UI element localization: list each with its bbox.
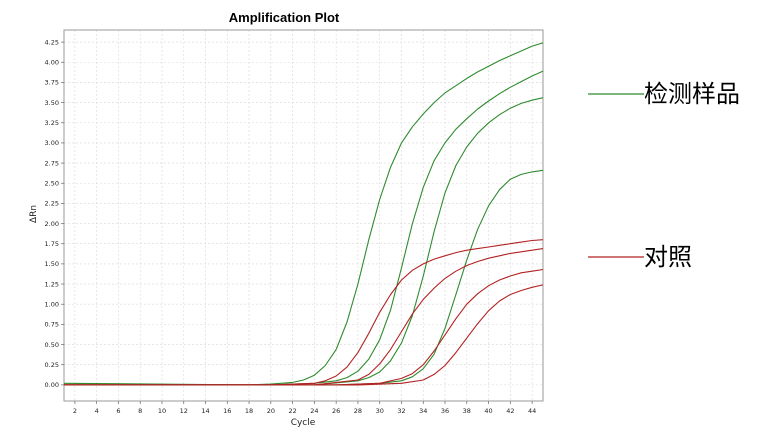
y-tick-label: 0.50 (45, 341, 59, 349)
y-tick-label: 0.75 (45, 321, 59, 329)
y-axis-ticks: 0.00 0.25 0.50 0.75 1.00 1.25 1.50 1.75 2.00 2.25… (45, 38, 64, 389)
x-axis-label: Cycle (291, 418, 316, 428)
x-tick-label: 28 (354, 407, 362, 415)
series-line-3 (64, 97, 544, 386)
x-tick-label: 26 (332, 407, 340, 415)
y-tick-label: 3.75 (45, 79, 59, 87)
x-tick-label: 38 (463, 407, 471, 415)
x-tick-label: 6 (116, 407, 120, 415)
x-tick-label: 42 (506, 407, 514, 415)
series-line-2 (64, 70, 544, 386)
x-tick-label: 32 (397, 407, 405, 415)
series-line-5 (64, 239, 544, 386)
y-tick-label: 4.25 (45, 38, 59, 46)
series-line-6 (64, 248, 544, 386)
x-tick-label: 24 (310, 407, 318, 415)
series-line-4 (64, 169, 544, 386)
series-lines (63, 42, 544, 386)
x-tick-label: 34 (419, 407, 427, 415)
x-tick-label: 44 (528, 407, 536, 415)
x-tick-label: 40 (484, 407, 492, 415)
y-tick-label: 2.75 (45, 159, 59, 167)
y-tick-label: 3.25 (45, 119, 59, 127)
y-tick-label: 1.50 (45, 260, 59, 268)
y-tick-label: 3.00 (45, 139, 59, 147)
x-axis-ticks: 2 4 6 8 10 12 14 16 18 20 22 24 26 28 30 32 34 36 38 40 42 44 (73, 401, 536, 415)
x-tick-label: 18 (245, 407, 253, 415)
y-tick-label: 3.50 (45, 99, 59, 107)
plot-frame (63, 29, 544, 402)
series-line-8 (64, 284, 544, 386)
x-tick-label: 36 (441, 407, 449, 415)
x-tick-label: 4 (95, 407, 99, 415)
y-tick-label: 2.00 (45, 220, 59, 228)
x-tick-label: 2 (73, 407, 77, 415)
y-tick-label: 2.50 (45, 180, 59, 188)
grid (64, 30, 543, 401)
x-tick-label: 12 (180, 407, 188, 415)
x-tick-label: 16 (223, 407, 231, 415)
x-tick-label: 30 (376, 407, 384, 415)
y-tick-label: 0.25 (45, 361, 59, 369)
x-tick-label: 10 (158, 407, 166, 415)
y-tick-label: 1.25 (45, 280, 59, 288)
x-tick-label: 8 (138, 407, 142, 415)
y-tick-label: 0.00 (45, 381, 59, 389)
y-axis-label: ΔRn (29, 205, 39, 223)
chart-title: Amplification Plot (229, 10, 340, 25)
series-line-1 (63, 42, 544, 386)
legend-label-2: 对照 (644, 243, 692, 271)
series-line-7 (64, 268, 544, 386)
y-tick-label: 1.75 (45, 240, 59, 248)
x-tick-label: 14 (201, 407, 209, 415)
y-tick-label: 2.25 (45, 200, 59, 208)
x-tick-label: 22 (288, 407, 296, 415)
y-tick-label: 4.00 (45, 59, 59, 67)
legend-label-1: 检测样品 (644, 80, 740, 108)
x-tick-label: 20 (267, 407, 275, 415)
y-tick-label: 1.00 (45, 301, 59, 309)
